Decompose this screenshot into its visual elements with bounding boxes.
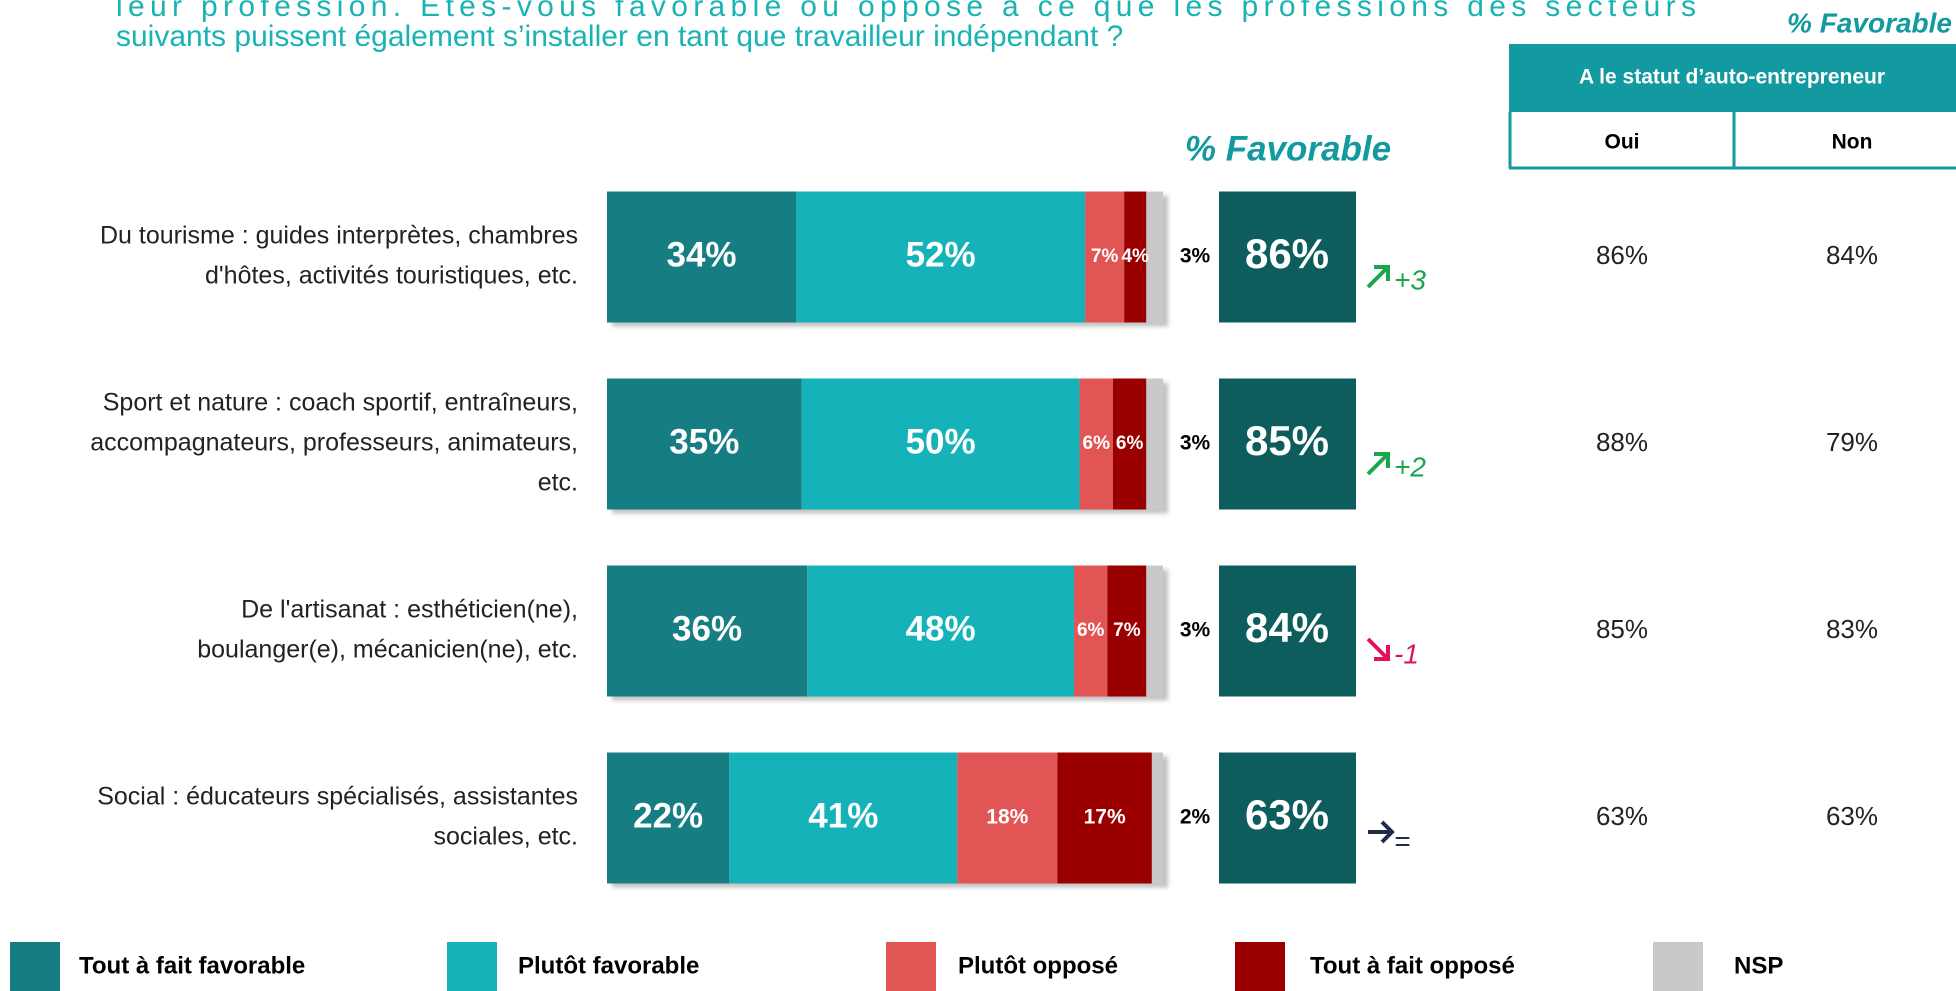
bar-segment — [607, 565, 808, 697]
segment-label: 41% — [808, 796, 878, 835]
title-line: suivants puissent également s’installer … — [116, 20, 1123, 53]
category-label: boulanger(e), mécanicien(ne), etc. — [197, 636, 578, 664]
bar-segment — [607, 378, 802, 510]
bar-group — [607, 565, 1163, 697]
table-cell: 84% — [1826, 240, 1878, 270]
segment-label: 6% — [1077, 620, 1105, 641]
favorable-box — [1219, 565, 1356, 697]
nsp-label: 3% — [1180, 432, 1211, 455]
category-label: accompagnateurs, professeurs, animateurs… — [90, 429, 578, 457]
segment-label: 48% — [906, 609, 976, 648]
segment-label: 52% — [906, 235, 976, 274]
change-arrow — [1368, 820, 1395, 844]
category-label: De l'artisanat : esthéticien(ne), — [241, 596, 578, 624]
change-arrow — [1366, 265, 1390, 289]
legend-swatch — [1235, 942, 1285, 991]
nsp-label: 3% — [1180, 245, 1211, 268]
category-label: Sport et nature : coach sportif, entraîn… — [103, 389, 578, 417]
favorable-header: % Favorable — [1185, 129, 1391, 168]
bar-segment — [1146, 565, 1163, 697]
segment-label: 6% — [1116, 433, 1144, 454]
change-label: -1 — [1394, 638, 1419, 669]
bar-segment — [729, 752, 958, 884]
segment-label: 17% — [1084, 806, 1126, 829]
legend-label: Tout à fait favorable — [79, 952, 305, 979]
bar-segment — [607, 752, 730, 884]
bar-segment — [801, 378, 1080, 510]
table-header-bg — [1509, 44, 1956, 112]
legend-swatch — [447, 942, 497, 991]
bar-segment — [1074, 565, 1108, 697]
category-label: Du tourisme : guides interprètes, chambr… — [100, 222, 578, 250]
bar-segment — [1079, 378, 1113, 510]
bar-segment — [807, 565, 1075, 697]
bar-group — [607, 752, 1163, 884]
table-cell: 63% — [1826, 801, 1878, 831]
change-arrow — [1366, 637, 1390, 661]
title-line: leur profession. Etes-vous favorable ou … — [116, 0, 1696, 23]
segment-label: 36% — [672, 609, 742, 648]
bar-segment — [1124, 191, 1147, 323]
bar-group — [607, 378, 1163, 510]
category-label: etc. — [538, 469, 578, 497]
legend-label: Plutôt favorable — [518, 952, 699, 979]
segment-label: 50% — [906, 422, 976, 461]
legend-label: Plutôt opposé — [958, 952, 1118, 979]
favorable-label: 85% — [1245, 417, 1329, 464]
table-header: A le statut d’auto-entrepreneur — [1579, 66, 1885, 89]
nsp-label: 3% — [1180, 619, 1211, 642]
legend-swatch — [1653, 942, 1703, 991]
favorable-box — [1219, 752, 1356, 884]
bar-segment — [607, 191, 797, 323]
legend-label: Tout à fait opposé — [1310, 952, 1515, 979]
bar-segment — [1112, 378, 1147, 510]
table-cell: 83% — [1826, 614, 1878, 644]
segment-label: 35% — [669, 422, 739, 461]
segment-label: 6% — [1083, 433, 1111, 454]
segment-label: 4% — [1121, 246, 1149, 267]
segment-label: 7% — [1091, 246, 1119, 267]
bar-segment — [1146, 378, 1163, 510]
table-cell: 79% — [1826, 427, 1878, 457]
category-label: sociales, etc. — [433, 823, 578, 851]
bar-segment — [1057, 752, 1152, 884]
change-label: +3 — [1394, 264, 1426, 295]
bar-segment — [1085, 191, 1125, 323]
favorable-box — [1219, 191, 1356, 323]
favorable-box — [1219, 378, 1356, 510]
change-label: = — [1394, 825, 1410, 856]
legend-label: NSP — [1734, 952, 1783, 979]
favorable-label: 63% — [1245, 791, 1329, 838]
bar-segment — [1151, 752, 1163, 884]
segment-label: 7% — [1113, 620, 1141, 641]
legend-swatch — [10, 942, 60, 991]
segment-label: 18% — [986, 806, 1028, 829]
nsp-label: 2% — [1180, 806, 1211, 829]
bar-segment — [1146, 191, 1163, 323]
segment-label: 34% — [666, 235, 736, 274]
favorable-label: 86% — [1245, 230, 1329, 277]
segment-label: 22% — [633, 796, 703, 835]
bar-group — [607, 191, 1163, 323]
table-column: Oui — [1605, 131, 1640, 154]
change-label: +2 — [1394, 451, 1426, 482]
bar-segment — [957, 752, 1058, 884]
table-cell: 88% — [1596, 427, 1648, 457]
table-cell: 86% — [1596, 240, 1648, 270]
legend-swatch — [886, 942, 936, 991]
category-label: Social : éducateurs spécialisés, assista… — [97, 783, 578, 811]
table-cell: 63% — [1596, 801, 1648, 831]
category-label: d'hôtes, activités touristiques, etc. — [205, 262, 578, 290]
table-cell: 85% — [1596, 614, 1648, 644]
change-arrow — [1366, 452, 1390, 476]
table-column: Non — [1832, 131, 1873, 154]
table-title: % Favorable — [1787, 7, 1952, 38]
bar-segment — [796, 191, 1086, 323]
bar-segment — [1107, 565, 1147, 697]
favorable-label: 84% — [1245, 604, 1329, 651]
